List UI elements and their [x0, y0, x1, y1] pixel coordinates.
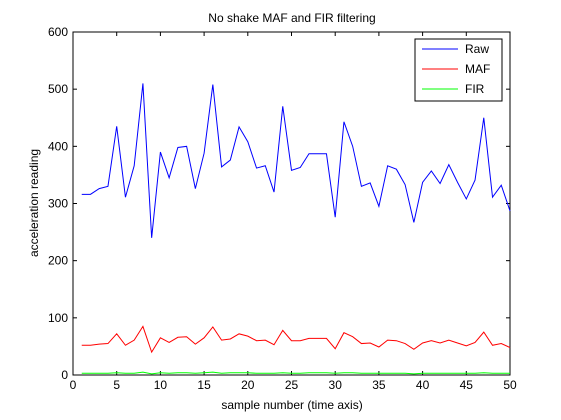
series-line-raw — [81, 83, 511, 238]
y-axis-label: acceleration reading — [27, 149, 41, 257]
y-tick-label: 100 — [48, 311, 68, 325]
x-axis-label: sample number (time axis) — [221, 398, 362, 412]
x-tick-label: 50 — [503, 378, 517, 392]
y-tick-label: 300 — [48, 197, 68, 211]
chart-title: No shake MAF and FIR filtering — [208, 11, 375, 25]
legend-label-maf: MAF — [465, 62, 490, 76]
y-tick-label: 500 — [48, 82, 68, 96]
x-tick-label: 30 — [329, 378, 343, 392]
y-tick-label: 200 — [48, 254, 68, 268]
series-line-maf — [81, 325, 511, 354]
y-tick-label: 600 — [48, 25, 68, 39]
series-line-fir — [81, 371, 510, 375]
y-tick-label: 0 — [61, 368, 68, 382]
x-tick-label: 10 — [154, 378, 168, 392]
x-tick-label: 45 — [460, 378, 474, 392]
y-tick-label: 400 — [48, 139, 68, 153]
legend-label-fir: FIR — [465, 82, 485, 96]
legend-label-raw: Raw — [465, 42, 489, 56]
legend: Raw MAF FIR — [414, 38, 503, 102]
x-tick-label: 5 — [113, 378, 120, 392]
x-tick-label: 15 — [197, 378, 211, 392]
x-tick-label: 35 — [372, 378, 386, 392]
x-tick-label: 20 — [241, 378, 255, 392]
x-tick-label: 25 — [285, 378, 299, 392]
series-lines — [81, 83, 511, 375]
x-tick-label: 40 — [416, 378, 430, 392]
x-tick-label: 0 — [70, 378, 77, 392]
